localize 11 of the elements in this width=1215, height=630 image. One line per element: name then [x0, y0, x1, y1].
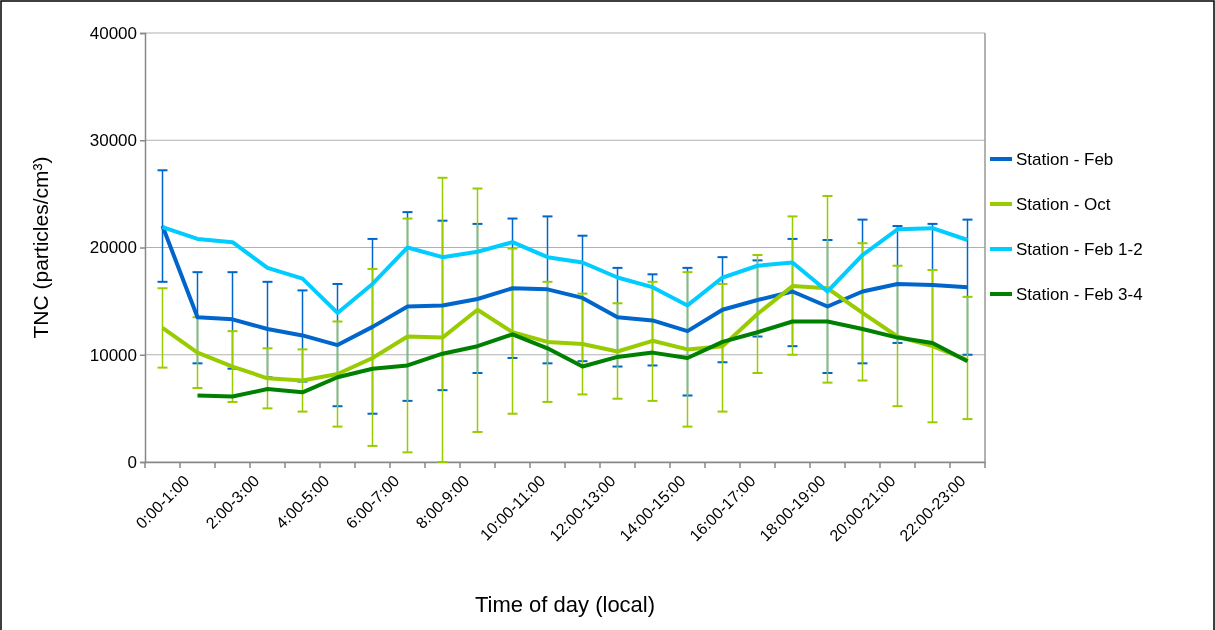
y-tick-label: 10000: [89, 345, 137, 365]
y-tick-label: 20000: [89, 238, 137, 258]
legend-label: Station - Feb 1-2: [1016, 240, 1143, 259]
y-tick-label: 40000: [89, 23, 137, 43]
y-axis-title: TNC (particles/cm³): [29, 156, 52, 339]
x-axis-title: Time of day (local): [474, 592, 656, 617]
legend-label: Station - Feb: [1016, 150, 1114, 169]
legend-label: Station - Oct: [1016, 195, 1111, 214]
y-tick-label: 0: [127, 452, 137, 472]
legend-label: Station - Feb 3-4: [1016, 285, 1143, 304]
y-tick-label: 30000: [89, 131, 137, 151]
